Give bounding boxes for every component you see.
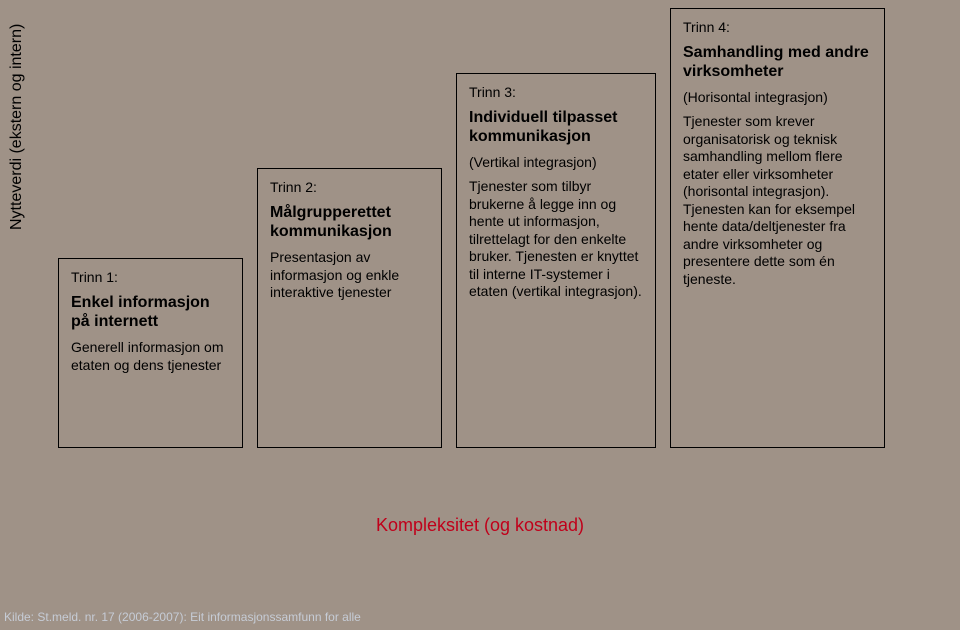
step-1: Trinn 1: Enkel informasjon på internett …	[58, 258, 243, 448]
step-subtitle: (Horisontal integrasjon)	[683, 89, 872, 105]
source-citation: Kilde: St.meld. nr. 17 (2006-2007): Eit …	[4, 610, 361, 624]
y-axis-label: Nytteverdi (ekstern og intern)	[8, 24, 26, 230]
step-label: Trinn 2:	[270, 179, 429, 195]
step-subtitle: (Vertikal integrasjon)	[469, 154, 643, 170]
step-body: Tjenester som tilbyr brukerne å legge in…	[469, 178, 643, 301]
step-title: Enkel informasjon på internett	[71, 293, 230, 331]
step-2: Trinn 2: Målgrupperettet kommunikasjon P…	[257, 168, 442, 448]
step-label: Trinn 1:	[71, 269, 230, 285]
step-title: Samhandling med andre virksomheter	[683, 43, 872, 81]
step-label: Trinn 4:	[683, 19, 872, 35]
step-title: Målgrupperettet kommunikasjon	[270, 203, 429, 241]
step-body: Generell informasjon om etaten og dens t…	[71, 339, 230, 374]
step-label: Trinn 3:	[469, 84, 643, 100]
step-title: Individuell tilpasset kommunikasjon	[469, 108, 643, 146]
step-body: Presentasjon av informasjon og enkle int…	[270, 249, 429, 302]
x-axis-label: Kompleksitet (og kostnad)	[0, 515, 960, 536]
step-4: Trinn 4: Samhandling med andre virksomhe…	[670, 8, 885, 448]
step-3: Trinn 3: Individuell tilpasset kommunika…	[456, 73, 656, 448]
step-body: Tjenester som krever organisatorisk og t…	[683, 113, 872, 288]
steps-container: Trinn 1: Enkel informasjon på internett …	[58, 8, 946, 448]
